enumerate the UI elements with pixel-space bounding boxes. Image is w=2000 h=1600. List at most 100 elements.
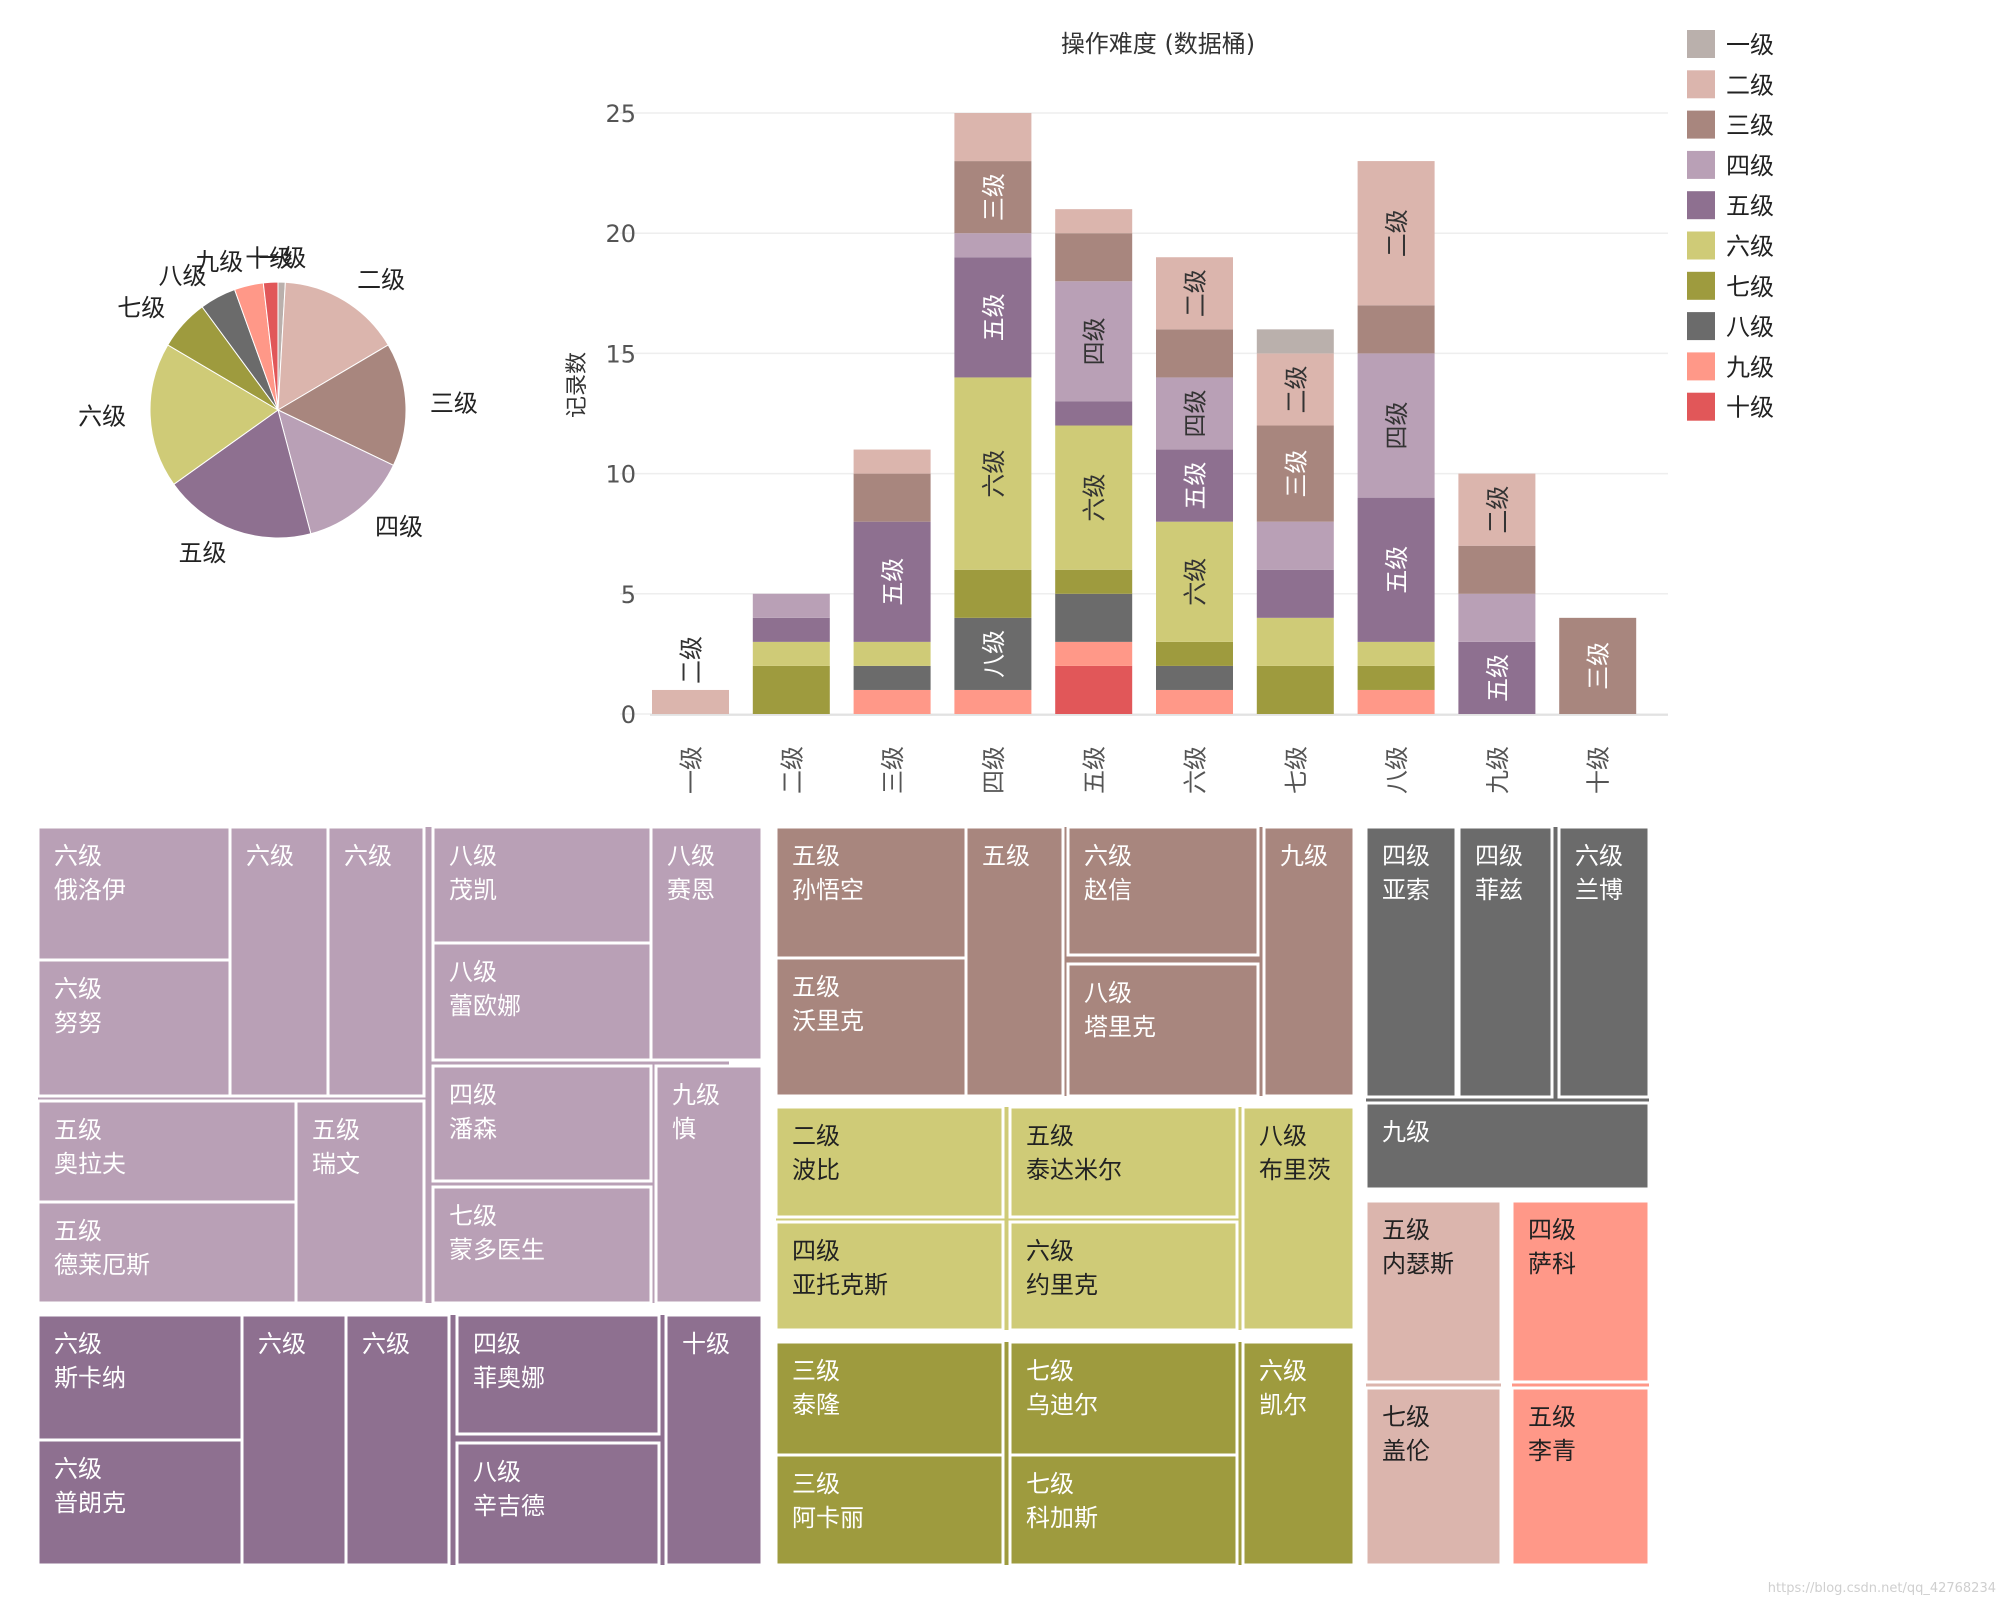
- treemap-tile-label: 四级: [1475, 842, 1523, 870]
- treemap-tile-label: 九级: [672, 1081, 720, 1109]
- treemap-tile: [1241, 1105, 1356, 1332]
- bar-segment-label: 八级: [980, 630, 1008, 678]
- legend-swatch: [1687, 352, 1715, 381]
- bar-segment-label: 四级: [1081, 317, 1109, 365]
- treemap-tile-name: 赵信: [1084, 876, 1132, 904]
- treemap-tile: [1364, 1101, 1651, 1191]
- bar-segment-label: 二级: [1383, 209, 1411, 257]
- x-tick-label: 一级: [678, 746, 706, 794]
- bar-segment: [752, 617, 830, 642]
- treemap-tile: [774, 825, 968, 960]
- treemap-tile: [455, 1313, 661, 1436]
- legend-label: 二级: [1726, 71, 1774, 99]
- treemap-tile-label: 五级: [792, 973, 840, 1001]
- treemap-tile-name: 内瑟斯: [1382, 1250, 1454, 1278]
- treemap-tile-name: 奥拉夫: [54, 1150, 126, 1178]
- pie-slice: [277, 409, 395, 535]
- bar-segment: [1055, 401, 1133, 426]
- treemap-tile-name: 萨科: [1528, 1250, 1576, 1278]
- treemap-tile: [455, 1441, 661, 1567]
- treemap-tile-label: 五级: [1026, 1122, 1074, 1150]
- bar-segment: [954, 569, 1032, 618]
- treemap-tile: [964, 825, 1065, 1098]
- legend-label: 七级: [1726, 273, 1774, 301]
- legend-swatch: [1687, 392, 1715, 421]
- treemap-tile-label: 三级: [792, 1470, 840, 1498]
- treemap-tile-label: 六级: [344, 842, 392, 870]
- treemap-tile-name: 菲奥娜: [473, 1364, 545, 1392]
- treemap-tile: [1510, 1199, 1651, 1384]
- treemap-tile-name: 科加斯: [1026, 1504, 1098, 1532]
- treemap-tile-name: 亚托克斯: [792, 1271, 888, 1299]
- bar-segment-label: 五级: [980, 293, 1008, 341]
- legend-swatch: [1687, 30, 1715, 58]
- bar-segment: [1458, 473, 1536, 546]
- bar-chart-title: 操作难度 (数据桶): [1061, 30, 1255, 58]
- legend-label: 五级: [1726, 192, 1774, 220]
- treemap-tile-label: 八级: [473, 1458, 521, 1486]
- x-tick-label: 二级: [778, 746, 806, 794]
- bar-segment: [1055, 641, 1133, 666]
- treemap-tile: [228, 825, 330, 1098]
- treemap-tile: [1008, 1340, 1239, 1457]
- treemap-tile-label: 六级: [54, 842, 102, 870]
- bar-segment: [853, 473, 931, 522]
- bar-segment: [752, 641, 830, 666]
- treemap-tile-label: 五级: [312, 1116, 360, 1144]
- bar-segment: [1256, 617, 1334, 666]
- treemap-tile-label: 二级: [792, 1122, 840, 1150]
- y-tick-label: 15: [605, 340, 636, 368]
- treemap-tile-name: 孙悟空: [792, 876, 864, 904]
- bar-segment: [1156, 257, 1233, 330]
- bar-segment-label: 四级: [1383, 402, 1411, 450]
- bar-segment: [1055, 665, 1133, 714]
- treemap-tile: [1364, 1386, 1503, 1567]
- pie-slice-label: 三级: [430, 389, 478, 417]
- treemap-tile-name: 慎: [672, 1115, 696, 1143]
- treemap-tile: [1457, 825, 1554, 1099]
- treemap-tile: [1008, 1105, 1239, 1219]
- y-tick-label: 10: [605, 461, 636, 489]
- treemap-tile: [649, 825, 764, 1062]
- treemap-tile-name: 盖伦: [1382, 1437, 1430, 1465]
- treemap-tile-label: 七级: [1382, 1403, 1430, 1431]
- treemap-tile-label: 五级: [982, 842, 1030, 870]
- treemap-tile: [654, 1064, 764, 1305]
- pie-slice: [173, 409, 312, 539]
- bar-segment: [853, 689, 931, 714]
- bar-segment-label: 六级: [1182, 558, 1210, 606]
- legend-swatch: [1687, 231, 1715, 260]
- bar-segment: [853, 521, 931, 642]
- treemap-tile-label: 八级: [1259, 1122, 1307, 1150]
- pie-slice: [149, 344, 279, 486]
- treemap-tile: [36, 1313, 244, 1442]
- treemap-tile-label: 八级: [449, 958, 497, 986]
- bar-segment: [1055, 209, 1133, 234]
- x-tick-label: 九级: [1484, 746, 1512, 794]
- bar-segment-label: 二级: [1182, 269, 1210, 317]
- bar-segment: [853, 449, 931, 474]
- x-tick-label: 三级: [879, 746, 907, 794]
- legend-swatch: [1687, 191, 1715, 220]
- bar-segment: [1055, 593, 1133, 642]
- bar-segment: [954, 161, 1032, 234]
- bar-segment-label: 五级: [1182, 462, 1210, 510]
- bar-segment: [954, 233, 1032, 258]
- bar-segment-label: 三级: [1282, 450, 1310, 498]
- bar-segment: [1357, 161, 1435, 306]
- treemap-tile-name: 瑞文: [312, 1150, 360, 1178]
- treemap-tile-label: 六级: [1575, 842, 1623, 870]
- pie-slice-label: 五级: [178, 539, 226, 567]
- bar-segment: [1256, 569, 1334, 618]
- bar-segment: [1357, 689, 1435, 714]
- treemap-tile: [240, 1313, 348, 1567]
- watermark: https://blog.csdn.net/qq_42768234: [1767, 1581, 1996, 1596]
- pie-slice-label: 六级: [78, 403, 126, 431]
- legend-label: 四级: [1726, 152, 1774, 180]
- bar-segment-label: 二级: [1282, 365, 1310, 413]
- treemap-tile-label: 六级: [54, 975, 102, 1003]
- bar-segment: [954, 113, 1032, 162]
- bar-segment-label: 五级: [879, 558, 907, 606]
